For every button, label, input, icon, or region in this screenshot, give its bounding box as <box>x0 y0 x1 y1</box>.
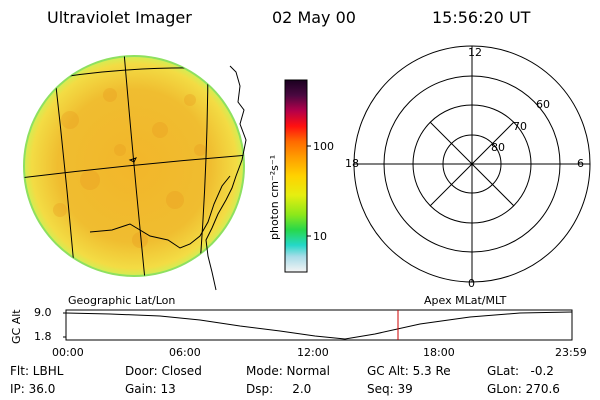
polar-grid <box>353 45 591 283</box>
mlt-label-6: 6 <box>577 157 584 170</box>
date-label: 02 May 00 <box>272 8 356 27</box>
left-panel-caption: Geographic Lat/Lon <box>68 294 176 307</box>
x-tick-3: 18:00 <box>423 346 455 359</box>
mlat-label-80: 80 <box>491 141 505 154</box>
x-tick-1: 06:00 <box>169 346 201 359</box>
colorbar-unit-label: photon cm⁻²s⁻¹ <box>268 154 281 240</box>
altitude-y-bottom: 1.8 <box>34 330 52 343</box>
altitude-y-top: 9.0 <box>34 306 52 319</box>
glat-status: GLat: -0.2 <box>487 364 554 378</box>
mlt-label-18: 18 <box>345 157 359 170</box>
ip-status: IP: 36.0 <box>10 382 56 396</box>
glon-status: GLon: 270.6 <box>487 382 560 396</box>
dsp-status: Dsp: 2.0 <box>246 382 312 396</box>
uv-image-disk <box>23 55 245 277</box>
door-status: Door: Closed <box>125 364 202 378</box>
x-tick-0: 00:00 <box>52 346 84 359</box>
colorbar-tick-100: 100 <box>313 140 334 153</box>
altitude-curve <box>65 311 573 340</box>
color-scale-bar <box>284 79 308 273</box>
altitude-axis-label: GC Alt <box>10 309 23 344</box>
time-label: 15:56:20 UT <box>432 8 531 27</box>
gain-status: Gain: 13 <box>125 382 176 396</box>
colorbar-tick-10: 10 <box>313 230 327 243</box>
filter-status: Flt: LBHL <box>10 364 64 378</box>
mlat-label-70: 70 <box>513 120 527 133</box>
right-panel-caption: Apex MLat/MLT <box>424 294 507 307</box>
altitude-plot <box>63 309 573 341</box>
x-tick-4: 23:59 <box>555 346 587 359</box>
coastline <box>205 65 247 291</box>
instrument-title: Ultraviolet Imager <box>47 8 192 27</box>
mlat-label-60: 60 <box>536 98 550 111</box>
x-tick-2: 12:00 <box>297 346 329 359</box>
mlt-label-0: 0 <box>468 277 475 290</box>
gc-alt-status: GC Alt: 5.3 Re <box>367 364 451 378</box>
mode-status: Mode: Normal <box>246 364 330 378</box>
mlt-label-12: 12 <box>468 46 482 59</box>
seq-status: Seq: 39 <box>367 382 413 396</box>
